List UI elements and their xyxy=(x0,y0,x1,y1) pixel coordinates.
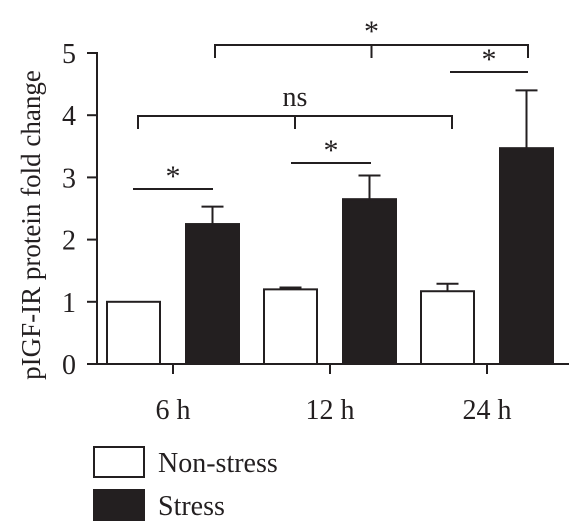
x-tick-label: 6 h xyxy=(156,395,191,426)
y-axis: 0 1 2 3 4 5 xyxy=(62,39,98,381)
significance-bracket xyxy=(214,44,529,58)
y-tick-label: 0 xyxy=(62,350,76,381)
bar-stress xyxy=(342,198,397,365)
significance-bracket xyxy=(137,115,453,129)
y-tick-label: 2 xyxy=(62,226,76,257)
bar-stress xyxy=(499,147,554,365)
bar-non-stress xyxy=(263,288,318,365)
significance-label: * xyxy=(482,43,497,76)
legend-swatch-non-stress xyxy=(93,446,145,478)
y-axis-title: pIGF-IR protein fold change xyxy=(16,70,46,380)
legend: Non-stress Stress xyxy=(93,446,278,522)
legend-swatch-stress xyxy=(93,489,145,521)
legend-label: Non-stress xyxy=(158,448,278,479)
significance-annotations: * * * ns * xyxy=(133,15,529,193)
significance-label: * xyxy=(324,134,339,167)
x-tick-label: 24 h xyxy=(463,395,512,426)
bars xyxy=(106,89,554,366)
x-tick-label: 12 h xyxy=(306,395,355,426)
bar-non-stress xyxy=(106,300,161,365)
y-tick-label: 3 xyxy=(62,163,76,194)
significance-label: * xyxy=(166,160,181,193)
x-axis: 6 h 12 h 24 h xyxy=(97,363,569,426)
y-tick-label: 5 xyxy=(62,39,76,70)
significance-label: ns xyxy=(283,82,308,113)
bar-stress xyxy=(185,223,240,365)
significance-label: * xyxy=(364,15,379,48)
y-tick-label: 4 xyxy=(62,101,76,132)
legend-label: Stress xyxy=(158,491,225,522)
y-tick-label: 1 xyxy=(62,288,76,319)
bar-non-stress xyxy=(420,290,475,366)
